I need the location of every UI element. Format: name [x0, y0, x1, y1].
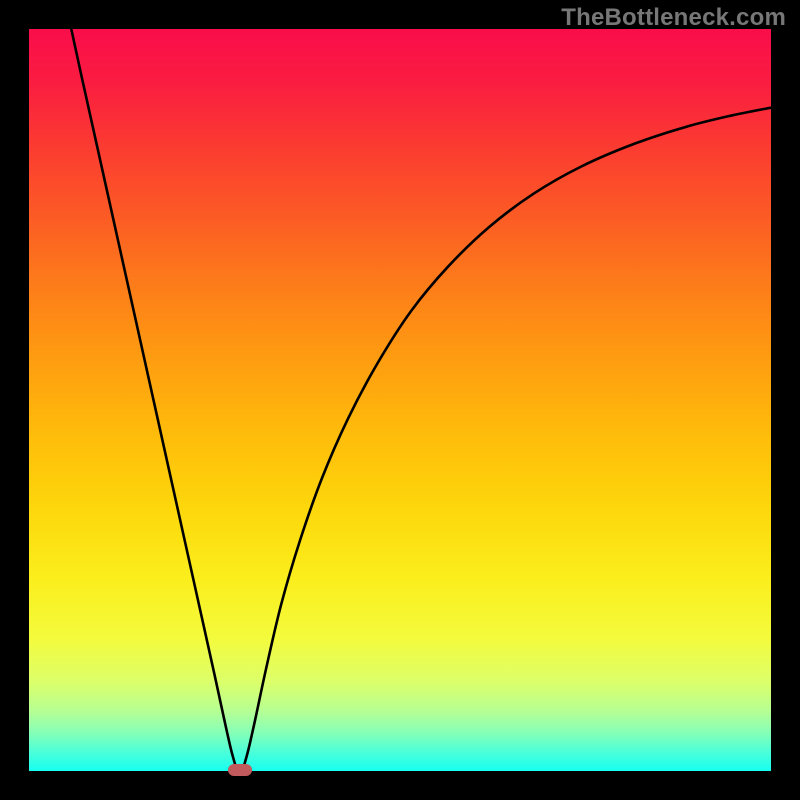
plot-area: [29, 29, 771, 771]
chart-canvas: TheBottleneck.com: [0, 0, 800, 800]
curve-left-branch: [71, 29, 235, 765]
watermark-text: TheBottleneck.com: [561, 4, 786, 32]
bottleneck-curve: [29, 29, 771, 771]
optimum-marker: [228, 764, 252, 776]
curve-right-branch: [244, 108, 771, 765]
